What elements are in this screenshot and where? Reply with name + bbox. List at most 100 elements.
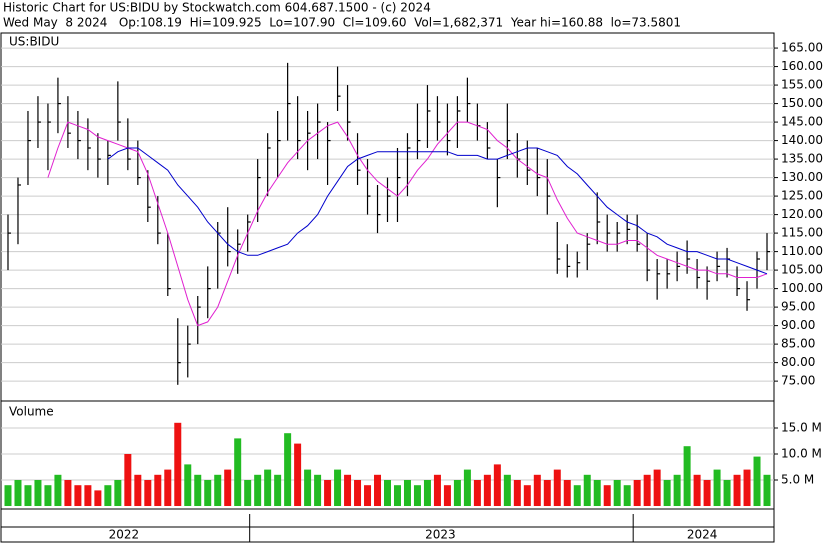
y-tick-label: 150.00 — [781, 96, 823, 110]
volume-bar — [613, 480, 621, 506]
volume-bar — [74, 485, 82, 506]
volume-bar — [623, 485, 631, 506]
moving-average — [47, 121, 768, 327]
header-line2: Wed May 8 2024 Op:108.19 Hi=109.925 Lo=1… — [3, 16, 681, 30]
volume-bar — [64, 480, 72, 506]
volume-bar — [274, 474, 282, 506]
y-tick-label: 115.00 — [781, 226, 823, 240]
volume-bar — [593, 480, 601, 506]
volume-bar — [334, 469, 342, 506]
y-tick-label: 95.00 — [781, 300, 815, 314]
volume-bar — [104, 485, 112, 506]
volume-bar — [374, 474, 382, 506]
volume-bar — [174, 422, 182, 506]
y-tick-label: 125.00 — [781, 189, 823, 203]
volume-bar — [473, 480, 481, 506]
volume-bar — [114, 480, 122, 506]
volume-bar — [563, 480, 571, 506]
volume-bar — [643, 474, 651, 506]
y-tick-label: 155.00 — [781, 78, 823, 92]
volume-bar — [154, 474, 162, 506]
volume-bar — [314, 474, 322, 506]
volume-bar — [733, 474, 741, 506]
volume-bar — [384, 480, 391, 506]
y-tick-label: 140.00 — [781, 133, 823, 147]
volume-bar — [653, 469, 661, 506]
volume-bar — [324, 480, 332, 506]
time-axis — [0, 508, 775, 543]
volume-bar — [533, 474, 541, 506]
y-tick-label: 85.00 — [781, 337, 815, 351]
volume-bar — [364, 485, 372, 506]
volume-bar — [763, 474, 771, 506]
volume-bar — [204, 480, 212, 506]
volume-bar — [144, 480, 152, 506]
volume-bar — [583, 474, 591, 506]
y-tick-label: 5.0 M — [781, 473, 814, 487]
volume-bar — [713, 469, 721, 506]
volume-bar — [24, 485, 32, 506]
volume-bar — [354, 480, 362, 506]
volume-bar — [423, 480, 431, 506]
volume-bar — [4, 485, 12, 506]
volume-bar — [573, 485, 581, 506]
volume-bar — [134, 474, 142, 506]
header-line1: Historic Chart for US:BIDU by Stockwatch… — [3, 1, 431, 15]
volume-bar — [224, 469, 232, 506]
volume-bar — [264, 469, 272, 506]
y-tick-label: 135.00 — [781, 152, 823, 166]
volume-bar — [633, 480, 641, 506]
volume-bar — [433, 474, 441, 506]
volume-bar — [304, 469, 312, 506]
y-tick-label: 160.00 — [781, 59, 823, 73]
volume-bar — [663, 480, 671, 506]
volume-bar — [503, 474, 511, 506]
volume-bar — [683, 446, 691, 506]
volume-bar — [723, 480, 731, 506]
volume-bar — [523, 485, 531, 506]
volume-bar — [184, 464, 192, 506]
year-label: 2022 — [109, 528, 140, 542]
volume-bar — [673, 474, 681, 506]
y-tick-label: 110.00 — [781, 244, 823, 258]
volume-bar — [693, 474, 701, 506]
volume-bar — [194, 474, 202, 506]
volume-bar — [513, 480, 521, 506]
volume-bar — [703, 480, 711, 506]
volume-bar — [753, 456, 761, 506]
volume-bar — [34, 480, 42, 506]
volume-bar — [443, 485, 451, 506]
volume-bar — [164, 469, 172, 506]
y-tick-label: 75.00 — [781, 374, 815, 388]
volume-bar — [44, 485, 52, 506]
year-label: 2024 — [687, 528, 718, 542]
volume-bar — [294, 443, 302, 506]
volume-bar — [553, 469, 561, 506]
year-label: 2023 — [425, 528, 456, 542]
volume-panel-title: Volume — [9, 405, 54, 419]
volume-bar — [214, 474, 222, 506]
volume-bar — [84, 485, 92, 506]
volume-bar — [403, 480, 411, 506]
volume-bar — [413, 485, 421, 506]
y-tick-label: 15.0 M — [781, 421, 822, 435]
y-tick-label: 130.00 — [781, 170, 823, 184]
y-tick-label: 90.00 — [781, 318, 815, 332]
volume-bar — [244, 480, 252, 506]
moving-average — [107, 147, 768, 275]
volume-bar — [743, 469, 751, 506]
volume-bar — [393, 485, 401, 506]
volume-bar — [124, 454, 132, 506]
volume-bar — [453, 480, 461, 506]
volume-bar — [543, 480, 551, 506]
volume-bar — [344, 474, 352, 506]
y-tick-label: 120.00 — [781, 207, 823, 221]
volume-bar — [14, 480, 22, 506]
volume-bar — [234, 438, 242, 506]
y-tick-label: 145.00 — [781, 115, 823, 129]
y-tick-label: 105.00 — [781, 263, 823, 277]
volume-bar — [483, 474, 491, 506]
y-tick-label: 80.00 — [781, 355, 815, 369]
